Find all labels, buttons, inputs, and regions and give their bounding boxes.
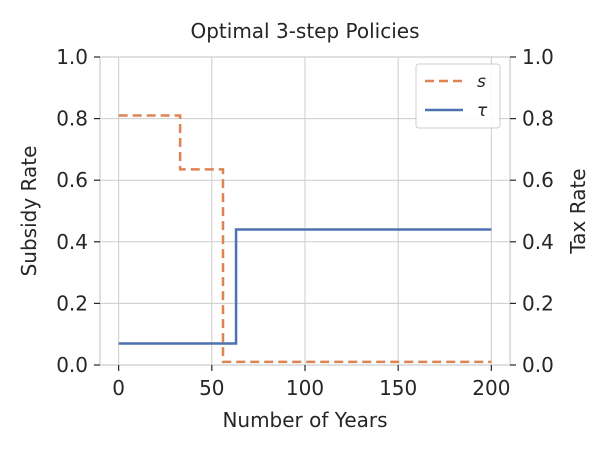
series-line-tau — [118, 228, 492, 345]
x-tick-label: 150 — [379, 376, 417, 400]
x-tick-label: 100 — [286, 376, 324, 400]
series-line-s — [118, 114, 492, 364]
tick-labels: 0 50 100 150 200 0.0 0.2 0.4 0.6 0.8 1.0 0.0 0.2 0.4 0… — [56, 45, 554, 400]
y-tick-label-left: 0.2 — [56, 291, 88, 315]
x-tick-label: 0 — [112, 376, 125, 400]
y-tick-label-right: 1.0 — [522, 45, 554, 69]
legend: s τ — [415, 63, 501, 129]
legend-box — [415, 63, 501, 129]
y-tick-label-left: 0.8 — [56, 107, 88, 131]
y-tick-label-left: 0.6 — [56, 168, 88, 192]
y-tick-label-left: 1.0 — [56, 45, 88, 69]
y-tick-label-right: 0.0 — [522, 353, 554, 377]
y-axis-title-right: Tax Rate — [566, 168, 590, 254]
axes — [94, 56, 516, 371]
y-tick-label-right: 0.4 — [522, 230, 554, 254]
y-tick-label-right: 0.6 — [522, 168, 554, 192]
x-tick-label: 200 — [472, 376, 510, 400]
legend-label-tau: τ — [477, 101, 488, 121]
y-tick-label-right: 0.8 — [522, 107, 554, 131]
x-axis-title: Number of Years — [222, 408, 387, 432]
y-axis-title-left: Subsidy Rate — [17, 146, 41, 277]
y-tick-label-left: 0.4 — [56, 230, 88, 254]
chart-title: Optimal 3-step Policies — [190, 19, 419, 43]
legend-label-s: s — [477, 72, 486, 92]
y-tick-label-left: 0.0 — [56, 353, 88, 377]
y-tick-label-right: 0.2 — [522, 291, 554, 315]
x-tick-label: 50 — [199, 376, 224, 400]
series-layer — [118, 114, 492, 364]
